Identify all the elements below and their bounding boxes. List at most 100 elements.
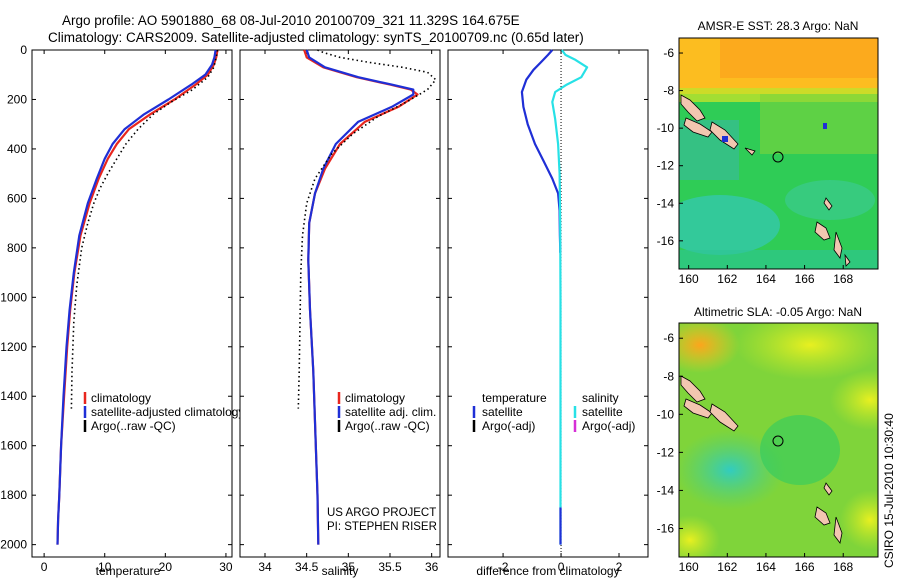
map-y-tick-label: -16	[657, 234, 675, 248]
legend-label-sal-satellite: satellite	[582, 405, 623, 419]
difference-legend: temperature salinity satellite Argo(-adj…	[472, 391, 635, 433]
temperature-series	[56, 49, 219, 545]
map-x-tick-label: 160	[679, 560, 699, 574]
map-x-tick-label: 168	[833, 272, 853, 286]
salinity-series	[297, 49, 437, 545]
map-x-tick-label: 166	[795, 560, 815, 574]
temperature-panel: 0 200 400 600 800 1000 1200 1400 1600 1800 2000 0 1…	[0, 43, 244, 578]
map-y-tick-label: -12	[657, 159, 675, 173]
depth-axis: 0 200 400 600 800 1000 1200 1400 1600 1800 2000	[0, 43, 232, 552]
temperature-legend: climatology satellite-adjusted climatolo…	[83, 391, 244, 433]
sla-map-axes-box	[678, 322, 879, 558]
y-tick-label: 1400	[0, 389, 27, 403]
y-tick-label: 200	[7, 92, 27, 106]
map-x-tick-label: 160	[679, 272, 699, 286]
sst-map-float-marker	[772, 151, 784, 163]
sst-map-panel: AMSR-E SST: 28.3 Argo: NaN 160 162 164	[657, 19, 879, 286]
sst-map-axes-box	[678, 37, 879, 270]
x-tick-label: -2	[498, 560, 509, 574]
sla-map-title: Altimetric SLA: -0.05 Argo: NaN	[694, 305, 862, 319]
x-tick-label: 20	[159, 560, 173, 574]
legend-label-climatology: climatology	[345, 391, 405, 405]
sla-map-float-marker	[772, 435, 784, 447]
series-line	[297, 49, 437, 409]
map-x-tick-label: 162	[717, 560, 737, 574]
y-tick-label: 1000	[0, 290, 27, 304]
x-tick-label: 0	[558, 560, 565, 574]
side-note: CSIRO 15-Jul-2010 10:30:40	[882, 413, 896, 568]
legend-label-sal-argo: Argo(-adj)	[582, 419, 635, 433]
difference-series	[520, 49, 589, 557]
x-tick-label: 35	[342, 560, 356, 574]
map-x-tick-label: 164	[756, 560, 776, 574]
series-line	[305, 49, 415, 545]
sla-map-field	[679, 323, 878, 557]
sla-map-ticks: 160 162 164 166 168 -6 -8 -10 -12 -14 -16	[657, 331, 854, 574]
sst-map-field	[679, 38, 878, 269]
salinity-panel: 34 34.5 35 35.5 36 salinity climatology sate…	[239, 49, 441, 578]
map-y-tick-label: -16	[657, 521, 675, 535]
map-x-tick-label: 166	[795, 272, 815, 286]
project-line1: US ARGO PROJECT	[327, 507, 436, 519]
x-tick-label: 34	[258, 560, 272, 574]
temperature-x-axis: 0 10 20 30	[41, 50, 233, 574]
legend-label-temp-satellite: satellite	[482, 405, 523, 419]
y-tick-label: 400	[7, 142, 27, 156]
x-tick-label: 34.5	[295, 560, 319, 574]
y-tick-label: 0	[20, 43, 27, 57]
map-x-tick-label: 162	[717, 272, 737, 286]
legend-label-climatology: climatology	[91, 391, 151, 405]
map-x-tick-label: 168	[833, 560, 853, 574]
difference-xlabel: difference from climatology	[476, 564, 619, 578]
x-tick-label: 36	[425, 560, 439, 574]
series-line	[551, 49, 589, 545]
x-tick-label: 0	[41, 560, 48, 574]
x-tick-label: 10	[98, 560, 112, 574]
y-tick-label: 1800	[0, 488, 27, 502]
figure-title-line1: Argo profile: AO 5901880_68 08-Jul-2010 …	[62, 13, 520, 28]
series-line	[70, 49, 219, 409]
salinity-legend: climatology satellite adj. clim. Argo(..…	[337, 391, 436, 433]
difference-axes-box	[447, 49, 649, 558]
legend-label-satellite: satellite adj. clim.	[345, 405, 436, 419]
map-y-tick-label: -6	[663, 331, 674, 345]
map-y-tick-label: -10	[657, 121, 675, 135]
salinity-axes-box	[239, 49, 441, 558]
map-y-tick-label: -12	[657, 445, 675, 459]
map-y-tick-label: -8	[663, 84, 674, 98]
temperature-xlabel: temperature	[96, 564, 161, 578]
legend-header-temperature: temperature	[482, 391, 547, 405]
salinity-y-ticks	[240, 49, 440, 546]
legend-label-argo: Argo(..raw -QC)	[91, 419, 176, 433]
map-y-tick-label: -14	[657, 196, 675, 210]
legend-header-salinity: salinity	[582, 391, 619, 405]
map-x-tick-label: 164	[756, 272, 776, 286]
map-y-tick-label: -10	[657, 407, 675, 421]
x-tick-label: 30	[219, 560, 233, 574]
legend-label-temp-argo: Argo(-adj)	[482, 419, 535, 433]
y-tick-label: 1200	[0, 340, 27, 354]
difference-panel: -2 0 2 difference from climatology tempera…	[447, 49, 649, 578]
map-y-tick-label: -6	[663, 46, 674, 60]
y-tick-label: 800	[7, 241, 27, 255]
project-line2: PI: STEPHEN RISER	[327, 521, 437, 533]
sst-map-ticks: 160 162 164 166 168 -6 -8 -10 -12 -14 -16	[657, 46, 854, 286]
sla-map-panel: Altimetric SLA: -0.05 Argo: NaN 160 162 16…	[657, 305, 879, 574]
legend-label-argo: Argo(..raw -QC)	[345, 419, 430, 433]
series-line	[56, 49, 217, 545]
figure-title-line2: Climatology: CARS2009. Satellite-adjuste…	[48, 30, 584, 45]
legend-label-satellite: satellite-adjusted climatology	[91, 405, 244, 419]
sst-map-title: AMSR-E SST: 28.3 Argo: NaN	[698, 19, 859, 33]
x-tick-label: 2	[616, 560, 623, 574]
map-y-tick-label: -14	[657, 483, 675, 497]
salinity-xlabel: salinity	[322, 564, 359, 578]
salinity-x-axis: 34 34.5 35 35.5 36	[258, 50, 439, 574]
y-tick-label: 2000	[0, 538, 27, 552]
y-tick-label: 600	[7, 191, 27, 205]
y-tick-label: 1600	[0, 439, 27, 453]
difference-y-ticks	[448, 49, 648, 546]
map-y-tick-label: -8	[663, 369, 674, 383]
temperature-axes-box	[31, 49, 233, 558]
x-tick-label: 35.5	[378, 560, 402, 574]
